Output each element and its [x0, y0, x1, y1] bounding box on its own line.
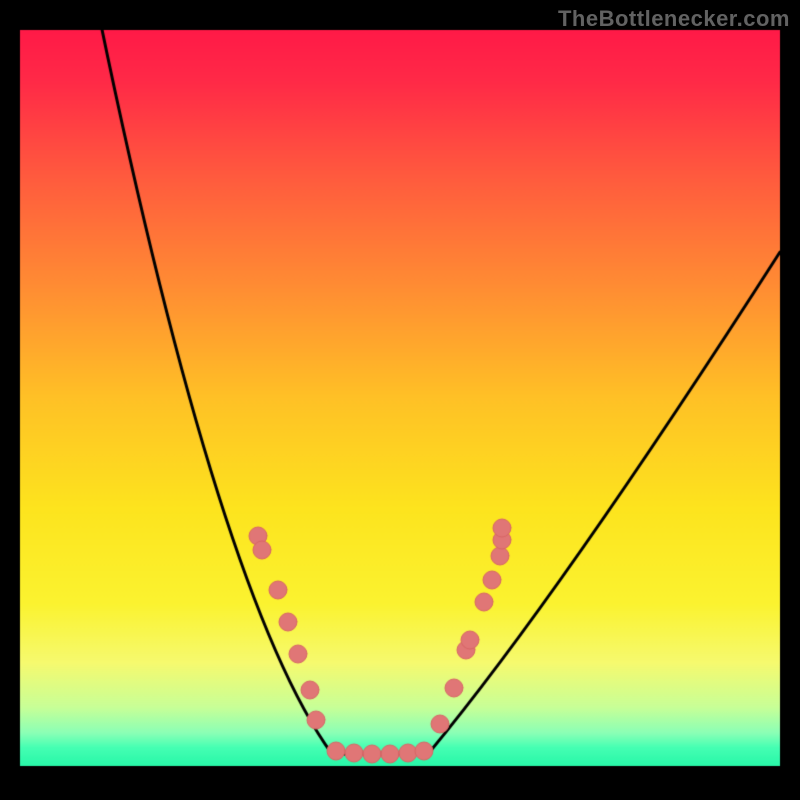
chart-canvas: [0, 0, 800, 800]
chart-stage: TheBottlenecker.com: [0, 0, 800, 800]
watermark-text: TheBottlenecker.com: [558, 6, 790, 32]
